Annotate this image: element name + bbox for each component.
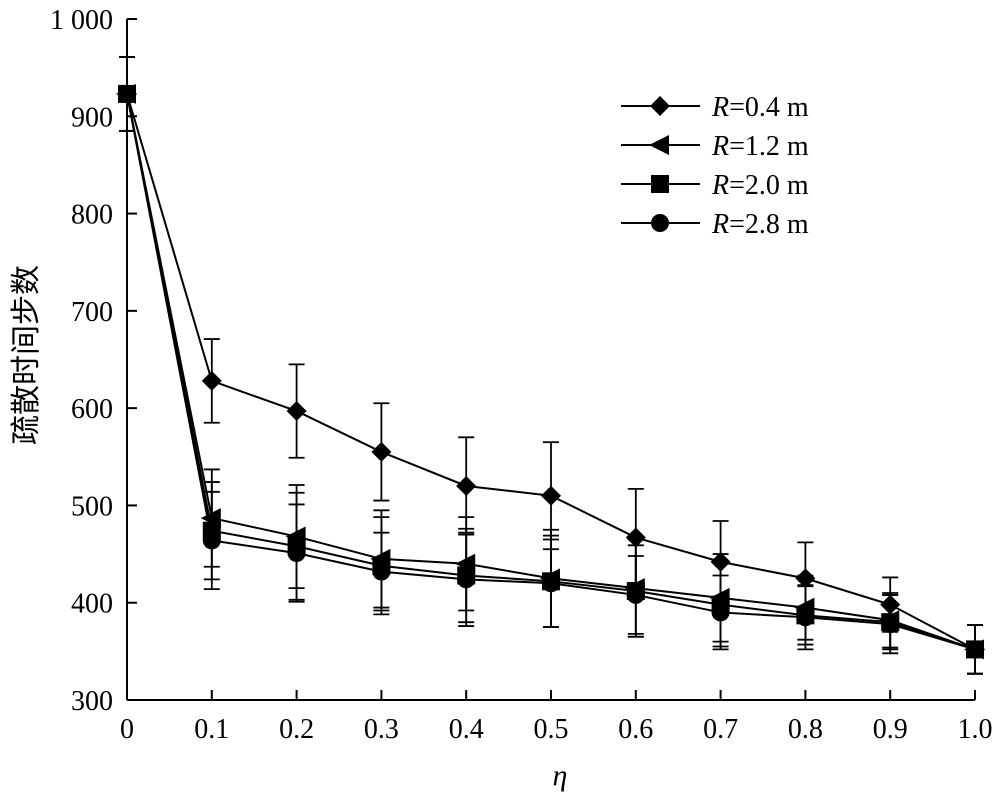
circle-marker bbox=[457, 570, 476, 589]
circle-marker bbox=[372, 562, 391, 581]
x-tick-label: 0.3 bbox=[364, 714, 399, 745]
legend-label-value: =0.4 m bbox=[729, 92, 809, 123]
legend-label: R=2.0 m bbox=[711, 170, 809, 201]
diamond-marker bbox=[456, 475, 477, 496]
circle-marker bbox=[542, 574, 560, 593]
diamond-marker bbox=[201, 370, 222, 391]
legend-label-variable: R bbox=[711, 92, 729, 123]
y-tick-label: 1 000 bbox=[50, 5, 113, 36]
x-tick-label: 1.0 bbox=[958, 714, 993, 745]
legend-label-value: =2.8 m bbox=[729, 209, 809, 240]
series-layer bbox=[116, 56, 985, 675]
x-tick-label: 0.4 bbox=[449, 714, 484, 745]
legend-label: R=2.8 m bbox=[711, 209, 809, 240]
diamond-marker bbox=[541, 485, 561, 506]
square-marker bbox=[651, 175, 669, 193]
legend-label-value: =1.2 m bbox=[729, 131, 809, 162]
x-tick-label: 0.9 bbox=[873, 714, 908, 745]
legend-item-1: R=0.4 m bbox=[621, 92, 809, 123]
diamond-marker bbox=[286, 401, 307, 422]
y-tick-label: 300 bbox=[71, 686, 113, 717]
x-axis-title: η bbox=[553, 759, 568, 792]
y-tick-label: 500 bbox=[71, 491, 113, 522]
legend-item-2: R=1.2 m bbox=[621, 131, 809, 162]
y-tick-label: 400 bbox=[71, 589, 113, 620]
legend-label-variable: R bbox=[711, 170, 729, 201]
triangle-marker bbox=[649, 135, 669, 155]
x-tick-label: 0.6 bbox=[618, 714, 653, 745]
y-axis-title: 疏散时间步数 bbox=[10, 265, 43, 445]
legend: R=0.4 mR=1.2 mR=2.0 mR=2.8 m bbox=[621, 92, 809, 240]
x-tick-label: 0.7 bbox=[703, 714, 738, 745]
circle-marker bbox=[796, 608, 815, 627]
legend-item-3: R=2.0 m bbox=[621, 170, 809, 201]
x-tick-label: 0.5 bbox=[534, 714, 569, 745]
legend-label-variable: R bbox=[711, 131, 729, 162]
legend-label: R=1.2 m bbox=[711, 131, 809, 162]
y-tick-label: 900 bbox=[71, 102, 113, 133]
diamond-marker bbox=[625, 527, 646, 548]
circle-marker bbox=[287, 544, 306, 563]
legend-label-variable: R bbox=[711, 209, 729, 240]
circle-marker bbox=[881, 615, 900, 634]
circle-marker bbox=[626, 585, 645, 604]
y-tick-label: 600 bbox=[71, 394, 113, 425]
diamond-marker bbox=[650, 96, 670, 116]
circle-marker bbox=[651, 214, 669, 232]
x-tick-label: 0.8 bbox=[788, 714, 823, 745]
series-4 bbox=[118, 56, 984, 675]
x-tick-label: 0.2 bbox=[279, 714, 314, 745]
circle-marker bbox=[118, 84, 136, 103]
legend-label-value: =2.0 m bbox=[729, 170, 809, 201]
x-tick-label: 0 bbox=[120, 714, 134, 745]
legend-label: R=0.4 m bbox=[711, 92, 809, 123]
y-tick-label: 700 bbox=[71, 297, 113, 328]
circle-marker bbox=[711, 603, 730, 622]
circle-marker bbox=[202, 531, 221, 550]
y-tick-label: 800 bbox=[71, 200, 113, 231]
x-tick-label: 0.1 bbox=[194, 714, 229, 745]
ticks: 300 400 500 600 700 800 900 1 000 0 0.1 0.2 0.3 0.4 0… bbox=[50, 5, 993, 745]
circle-marker bbox=[966, 640, 984, 659]
diamond-marker bbox=[371, 441, 392, 462]
legend-item-4: R=2.8 m bbox=[621, 209, 809, 240]
